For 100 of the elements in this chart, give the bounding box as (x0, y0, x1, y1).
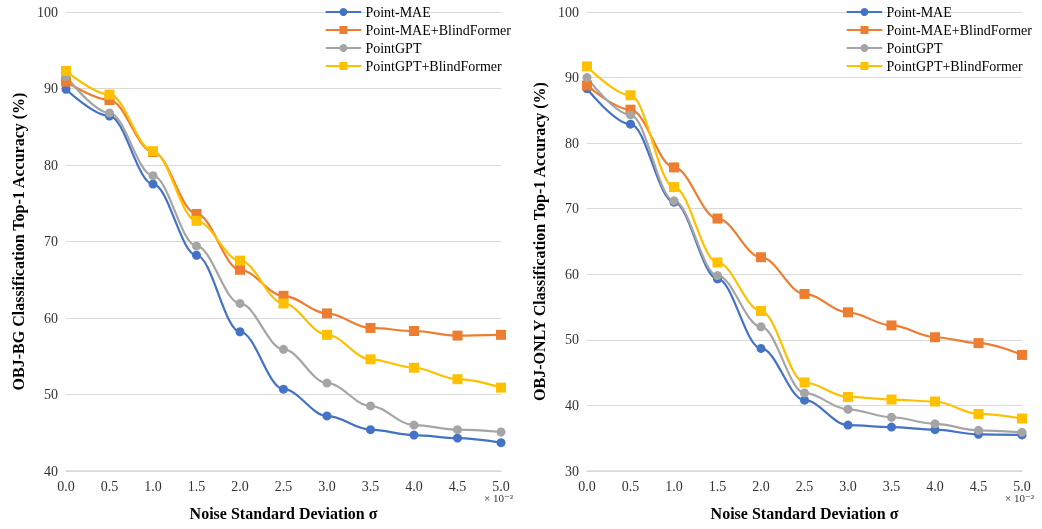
point (366, 425, 375, 435)
point (452, 374, 463, 385)
point (452, 330, 463, 341)
point (669, 182, 679, 193)
x-tick-label: 2.5 (795, 478, 814, 494)
point (712, 213, 723, 224)
point (409, 430, 419, 440)
x-tick-label: 0.5 (621, 478, 640, 494)
legend-label: Point-MAE (365, 4, 431, 20)
y-tick-label: 60 (565, 266, 579, 282)
point (496, 329, 506, 340)
point (235, 264, 245, 275)
x-axis-title: Noise Standard Deviation σ (710, 504, 899, 522)
point (756, 322, 766, 332)
legend-label: Point-MAE (886, 4, 952, 20)
y-tick-label: 60 (44, 310, 58, 326)
point (61, 65, 71, 76)
point (843, 420, 853, 430)
point (887, 422, 896, 432)
point (582, 61, 592, 72)
point (974, 425, 983, 435)
point (712, 257, 723, 268)
x-tick-label: 2.5 (274, 478, 293, 494)
x-tick-label: 1.0 (144, 478, 162, 494)
x-tick-label: 4.0 (926, 478, 944, 494)
point (365, 354, 376, 365)
text: × 10⁻² (1004, 491, 1035, 504)
point (582, 73, 592, 83)
point (626, 110, 635, 120)
point (800, 395, 809, 405)
x-tick-label: 0.0 (578, 478, 596, 494)
y-tick-label: 80 (565, 135, 579, 151)
point (148, 179, 158, 189)
point (365, 322, 376, 333)
point (453, 433, 462, 443)
x-tick-label: 1.5 (187, 478, 206, 494)
x-tick-label: 5.0 (492, 478, 510, 494)
point (192, 241, 201, 251)
legend-label: Point-MAE+BlindFormer (886, 22, 1033, 38)
y-tick-label: 90 (44, 81, 58, 96)
y-tick-label: 100 (37, 4, 58, 20)
point (886, 394, 897, 405)
point (669, 162, 679, 173)
point (886, 320, 897, 331)
legend-label: PointGPT+BlindFormer (365, 58, 503, 74)
point (843, 404, 853, 414)
text: × 10⁻² (483, 491, 514, 504)
point (496, 438, 506, 448)
point (843, 391, 853, 402)
point (409, 326, 419, 337)
point (235, 327, 245, 337)
y-tick-label: 40 (565, 397, 579, 413)
point (322, 308, 332, 319)
point (1017, 413, 1027, 424)
y-axis-title: OBJ-ONLY Classification Top-1 Accuracy (%) (530, 82, 549, 401)
point (799, 288, 810, 299)
point (799, 377, 810, 388)
point (496, 382, 506, 393)
y-tick-label: 90 (565, 70, 579, 86)
point (322, 329, 332, 340)
y-tick-label: 50 (565, 332, 579, 348)
point (453, 425, 462, 435)
point (366, 401, 375, 411)
point (756, 252, 766, 263)
point (582, 80, 592, 91)
y-tick-label: 70 (44, 234, 58, 249)
point (930, 332, 940, 343)
legend-label: PointGPT+BlindFormer (886, 58, 1024, 74)
y-tick-label: 100 (558, 4, 579, 20)
point (800, 388, 809, 398)
y-tick-label: 50 (44, 387, 58, 402)
y-tick-label: 80 (44, 157, 58, 173)
point (887, 412, 896, 422)
y-tick-label: 30 (565, 463, 579, 479)
point (1017, 349, 1027, 360)
point (192, 250, 201, 260)
point (322, 411, 332, 421)
x-tick-label: 0.0 (57, 478, 75, 494)
point (626, 119, 635, 129)
point (322, 378, 332, 388)
legend-label: PointGPT (365, 40, 422, 56)
x-tick-label: 4.0 (405, 478, 423, 494)
point (973, 338, 984, 349)
point (496, 427, 506, 437)
x-tick-label: 2.0 (231, 478, 249, 494)
point (191, 215, 202, 226)
point (235, 298, 245, 308)
x-tick-label: 5.0 (1013, 478, 1031, 494)
point (930, 396, 940, 407)
point (409, 362, 419, 373)
y-tick-label: 40 (44, 463, 58, 479)
point (625, 90, 636, 101)
x-tick-label: 2.0 (752, 478, 770, 494)
x-tick-label: 0.5 (100, 478, 119, 494)
x-tick-label: 4.5 (969, 478, 988, 494)
point (278, 298, 289, 309)
x-tick-label: 3.5 (361, 478, 380, 494)
x-tick-label: 4.5 (448, 478, 467, 494)
x-tick-label: 1.5 (708, 478, 727, 494)
point (279, 384, 288, 394)
